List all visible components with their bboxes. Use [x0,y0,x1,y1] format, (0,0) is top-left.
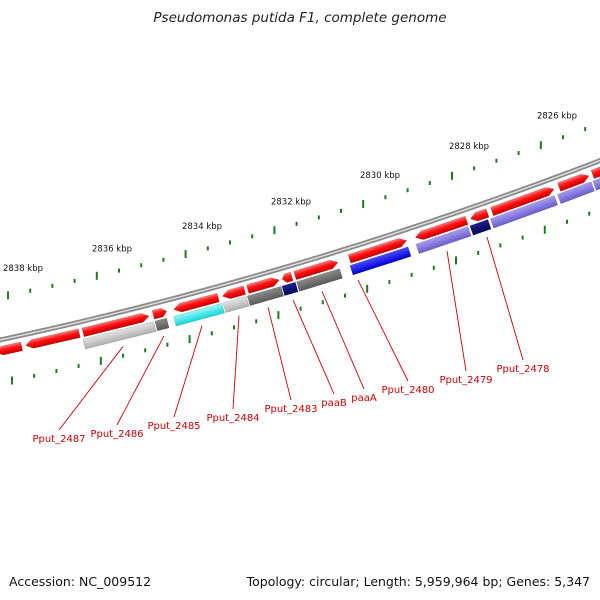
accession-text: Accession: NC_009512 [9,574,152,589]
gene-block [349,246,412,276]
cds-arrow [490,186,555,217]
leader-line [58,346,124,431]
scale-labels: 2838 kbp 2836 kbp 2834 kbp 2832 kbp 2830 kbp… [3,111,577,274]
scale-label: 2828 kbp [449,142,489,152]
backbone-highlight [0,159,600,341]
leader-line [292,299,335,395]
genome-backbone [0,157,600,343]
gene-label: paaB [321,398,347,409]
leader-line [446,250,467,372]
gene-block [296,268,343,292]
gene-label: Pput_2484 [206,413,259,424]
cds-arrow [347,238,408,264]
scale-ticks-inner [11,211,591,385]
leader-line [486,236,524,361]
feature-track [0,165,600,356]
gene-block [154,317,170,332]
gene-label: Pput_2485 [147,421,200,432]
cds-arrow [281,271,294,283]
scale-label: 2830 kbp [360,171,400,181]
gene-label: Pput_2483 [264,404,317,415]
leader-line [232,315,240,410]
genome-summary-text: Topology: circular; Length: 5,959,964 bp… [246,574,590,589]
label-leader-lines [58,236,524,431]
scale-label: 2836 kbp [92,244,132,254]
gene-label: Pput_2479 [439,375,492,386]
scale-label: 2826 kbp [537,111,577,121]
leader-line [116,335,165,426]
leader-line [357,279,409,382]
cds-arrow [557,173,590,192]
scale-label: 2834 kbp [182,222,222,232]
gene-block [469,219,492,236]
scale-label: 2838 kbp [3,264,43,274]
gene-block [557,181,595,205]
gene-block [415,226,472,254]
leader-line [267,307,292,401]
cds-arrow [470,208,490,222]
cds-arrow [590,165,600,179]
cds-arrow [246,277,280,294]
cds-arrow [293,259,339,281]
cds-arrow [25,328,81,349]
gene-labels: Pput_2487 Pput_2486 Pput_2485 Pput_2484 Pput… [32,364,549,445]
gene-block [592,174,600,191]
gene-block [490,195,558,229]
gene-label: Pput_2486 [90,429,143,440]
cds-arrow [81,313,150,338]
gene-block [173,303,225,327]
cds-arrow [151,307,168,320]
cds-arrow [173,292,220,313]
cds-arrow [0,341,23,356]
leader-line [173,325,203,418]
gene-label: Pput_2480 [381,385,434,396]
gene-label: Pput_2478 [496,364,549,375]
gene-label: Pput_2487 [32,434,85,445]
leader-line [321,291,365,390]
scale-label: 2832 kbp [271,197,311,207]
gene-block [222,296,250,313]
gene-block [82,321,157,350]
gene-block [281,281,299,296]
gene-label: paaA [351,393,377,404]
scale-ticks-outer [7,127,587,300]
cds-arrow [221,285,247,300]
map-title: Pseudomonas putida F1, complete genome [153,10,447,26]
cds-arrow [414,215,469,240]
gene-block [246,286,285,306]
